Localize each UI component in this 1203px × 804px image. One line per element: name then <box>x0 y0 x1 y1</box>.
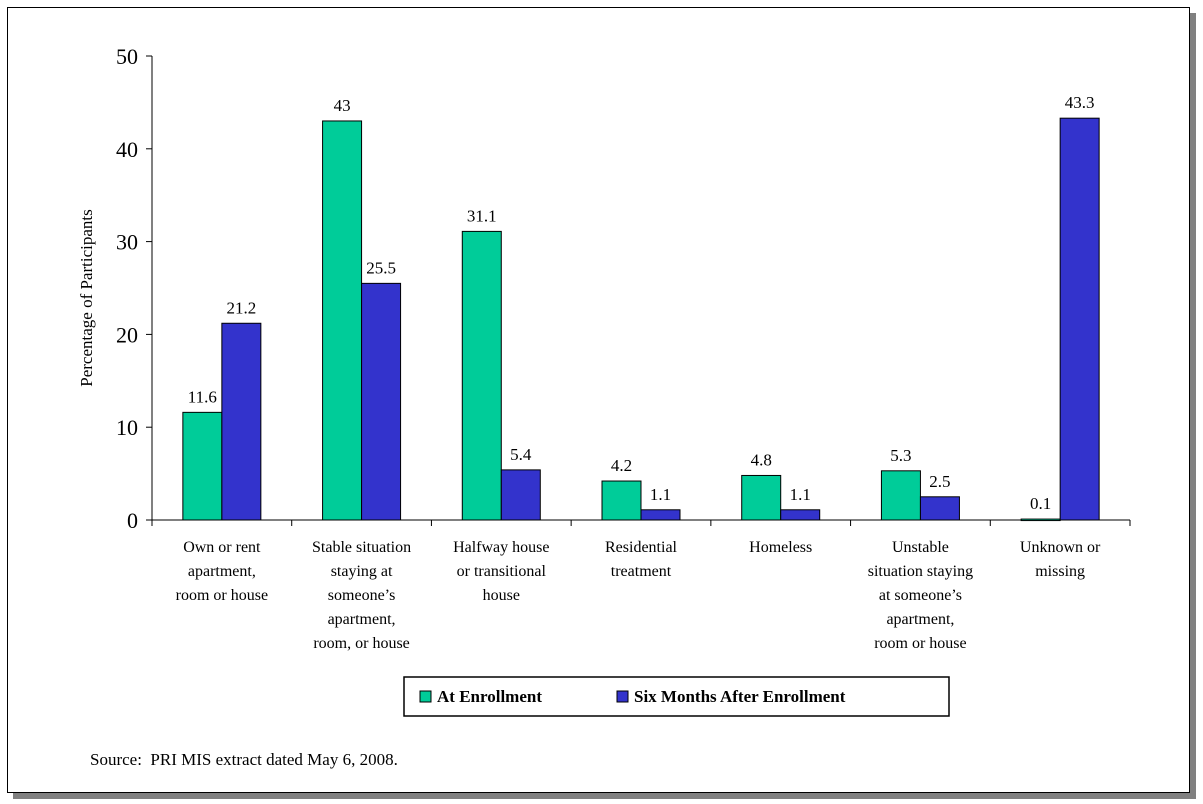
data-label: 31.1 <box>467 206 497 225</box>
x-category-label: apartment, <box>886 611 954 628</box>
bar-at-enrollment-5 <box>880 470 921 521</box>
bar-six-months-6 <box>1059 117 1100 521</box>
x-category-label: situation staying <box>868 563 973 580</box>
x-category-label: Stable situation <box>312 539 411 556</box>
frame-shadow-bottom <box>13 793 1196 799</box>
x-category-label: staying at <box>331 563 393 580</box>
data-label: 4.2 <box>611 456 632 475</box>
legend-swatch-at-enrollment <box>419 690 432 703</box>
data-label: 0.1 <box>1030 494 1051 513</box>
y-tick-label: 20 <box>116 322 138 347</box>
bar-at-enrollment-4 <box>741 474 782 521</box>
y-axis-label: Percentage of Participants <box>77 209 96 387</box>
x-category-label: treatment <box>611 563 672 580</box>
data-label: 4.8 <box>751 450 772 469</box>
data-label: 43.3 <box>1065 93 1095 112</box>
legend-swatch-six-months <box>616 690 629 703</box>
bar-at-enrollment-0 <box>182 411 223 521</box>
data-label: 5.3 <box>890 446 911 465</box>
x-category-label: or transitional <box>457 563 547 580</box>
legend-label: At Enrollment <box>437 687 542 706</box>
x-category-label: room or house <box>874 635 966 652</box>
x-category-label: Homeless <box>749 539 812 556</box>
y-tick-label: 10 <box>116 415 138 440</box>
x-category-label: Own or rent <box>183 539 261 556</box>
data-label: 1.1 <box>790 485 811 504</box>
x-category-label: Unstable <box>892 539 949 556</box>
bar-six-months-4 <box>780 509 821 521</box>
data-label: 43 <box>334 96 351 115</box>
x-category-label: Unknown or <box>1020 539 1101 556</box>
data-label: 1.1 <box>650 485 671 504</box>
legend-label: Six Months After Enrollment <box>634 687 846 706</box>
y-tick-label: 40 <box>116 137 138 162</box>
bar-at-enrollment-2 <box>461 230 502 521</box>
bar-six-months-0 <box>221 322 262 521</box>
chart-frame <box>7 7 1190 793</box>
x-category-label: missing <box>1035 563 1085 580</box>
bar-six-months-2 <box>500 469 541 521</box>
y-tick-label: 0 <box>127 508 138 533</box>
data-label: 21.2 <box>226 298 256 317</box>
bar-at-enrollment-1 <box>322 120 363 521</box>
data-label: 25.5 <box>366 258 396 277</box>
y-tick-label: 30 <box>116 230 138 255</box>
x-category-label: someone’s <box>328 587 396 604</box>
x-category-label: at someone’s <box>879 587 962 604</box>
data-label: 5.4 <box>510 445 532 464</box>
x-category-label: room or house <box>176 587 268 604</box>
data-label: 2.5 <box>929 472 950 491</box>
data-label: 11.6 <box>188 387 217 406</box>
x-category-label: house <box>483 587 520 604</box>
x-category-label: apartment, <box>328 611 396 628</box>
x-category-label: Halfway house <box>453 539 549 556</box>
source-note: Source: PRI MIS extract dated May 6, 200… <box>90 750 398 769</box>
bar-six-months-5 <box>919 496 960 521</box>
bar-six-months-3 <box>640 509 681 521</box>
y-tick-label: 50 <box>116 44 138 69</box>
bar-at-enrollment-6 <box>1020 518 1061 522</box>
x-category-label: Residential <box>605 539 678 556</box>
frame-shadow-right <box>1190 13 1196 799</box>
x-category-label: room, or house <box>313 635 409 652</box>
x-category-label: apartment, <box>188 563 256 580</box>
legend-box <box>403 676 950 717</box>
bar-at-enrollment-3 <box>601 480 642 521</box>
bar-six-months-1 <box>361 282 402 521</box>
